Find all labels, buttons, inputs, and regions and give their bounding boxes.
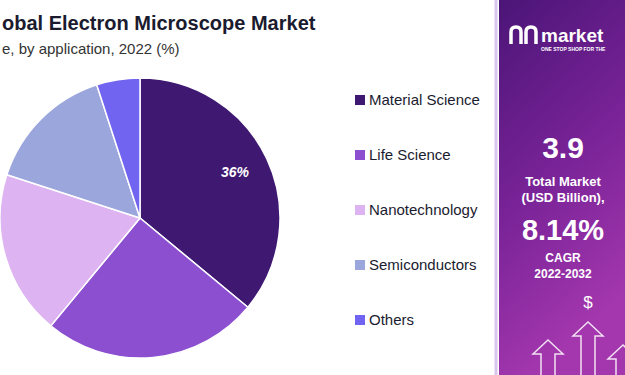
data-labels: 36%	[221, 164, 250, 180]
side-panel	[499, 0, 625, 375]
legend-label: Life Science	[369, 146, 451, 163]
legend-label: Nanotechnology	[369, 201, 478, 218]
cagr-label: CAGR	[545, 251, 581, 265]
legend-swatch	[355, 205, 365, 215]
tagline: ONE STOP SHOP FOR THE	[541, 46, 606, 52]
background	[0, 0, 625, 375]
title: obal Electron Microscope Market	[2, 12, 316, 34]
data-label: 36%	[221, 164, 250, 180]
frame-line	[495, 0, 498, 375]
logo-icon	[511, 27, 536, 44]
legend-swatch	[355, 315, 365, 325]
chart: obal Electron Microscope Market e, by app…	[0, 0, 625, 375]
legend: Material Science Life Science Nanotechnolo…	[355, 91, 480, 328]
pie	[0, 78, 280, 358]
legend-label: Semiconductors	[369, 256, 477, 273]
cagr-period: 2022-2032	[534, 267, 592, 281]
arrows-icon	[533, 322, 625, 375]
legend-swatch	[355, 95, 365, 105]
pie-slice	[97, 78, 140, 218]
legend-swatch	[355, 260, 365, 270]
subtitle: e, by application, 2022 (%)	[2, 40, 180, 57]
market-size: 3.9	[542, 131, 584, 164]
dollar-icon: $	[583, 293, 593, 312]
market-size-label: Total Market	[525, 174, 601, 189]
legend-swatch	[355, 150, 365, 160]
brand: market	[541, 25, 604, 46]
legend-label: Material Science	[369, 91, 480, 108]
cagr-value: 8.14%	[522, 214, 604, 246]
market-size-unit: (USD Billion),	[521, 190, 604, 205]
legend-label: Others	[369, 311, 414, 328]
